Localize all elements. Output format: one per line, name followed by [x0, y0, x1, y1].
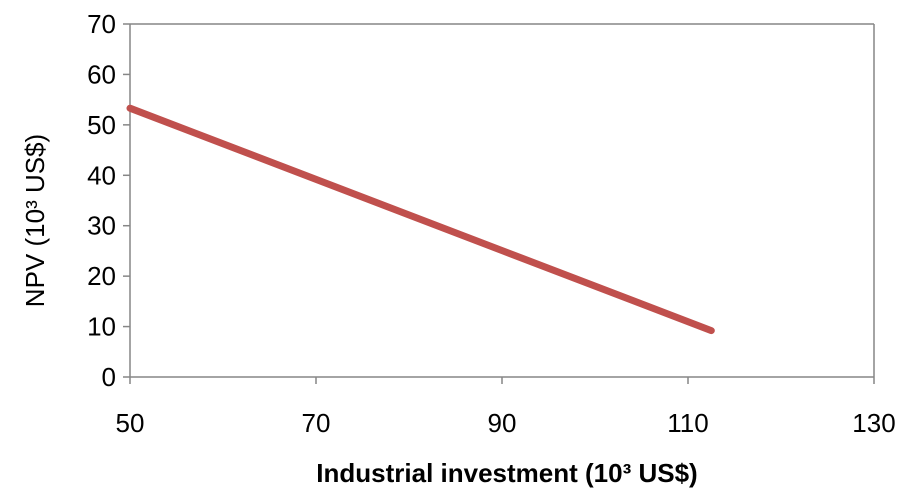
series-line-0 — [126, 104, 715, 335]
x-axis-ticks: 50 70 90 110 130 — [116, 377, 896, 438]
plot-frame — [129, 23, 875, 378]
y-tick-label: 40 — [87, 160, 116, 190]
x-tick-label: 90 — [488, 408, 517, 438]
series-layer — [126, 104, 715, 335]
y-tick-label: 60 — [87, 59, 116, 89]
x-tick-label: 110 — [667, 408, 708, 438]
x-tick-label: 50 — [116, 408, 145, 438]
y-axis-title: NPV (10³ US$) — [20, 134, 50, 307]
y-tick-label: 10 — [87, 312, 116, 342]
x-axis-title: Industrial investment (10³ US$) — [316, 458, 697, 488]
y-tick-label: 70 — [87, 9, 116, 39]
x-tick-label: 130 — [852, 408, 895, 438]
y-tick-label: 0 — [102, 362, 116, 392]
y-tick-label: 20 — [87, 261, 116, 291]
y-axis-ticks: 0 10 20 30 40 50 60 70 — [87, 9, 130, 392]
y-tick-label: 50 — [87, 110, 116, 140]
y-tick-label: 30 — [87, 211, 116, 241]
x-tick-label: 70 — [302, 408, 331, 438]
